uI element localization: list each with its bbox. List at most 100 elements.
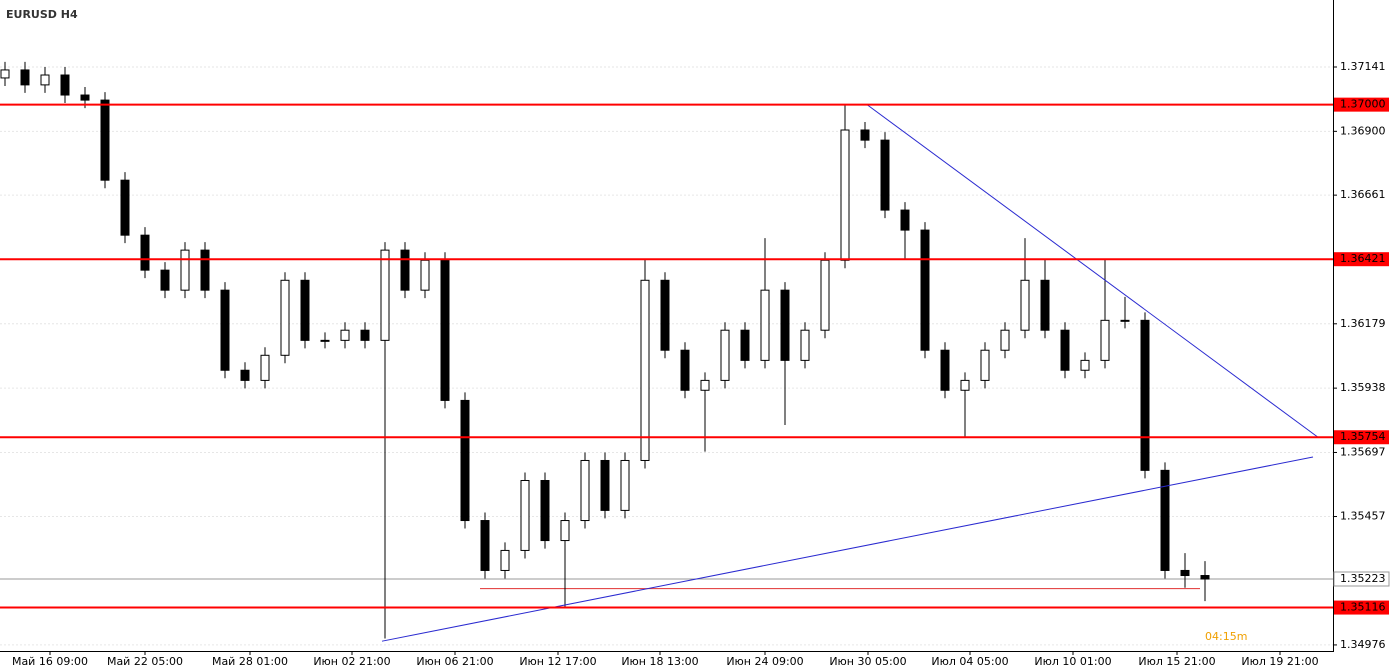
candle-body: [720, 329, 730, 381]
x-tick-label: Июл 15 21:00: [1138, 655, 1215, 668]
level-label: 1.35754: [1340, 430, 1386, 443]
current-price-label: 1.35223: [1340, 572, 1386, 585]
x-tick-label: Июл 04 05:00: [931, 655, 1008, 668]
candle-body: [660, 279, 670, 351]
candle-body: [620, 459, 630, 511]
candle-body: [20, 69, 30, 86]
candle-body: [80, 94, 90, 101]
candle-body: [480, 520, 490, 571]
candle-body: [380, 249, 390, 341]
candle-body: [680, 349, 690, 391]
x-tick-label: Июн 18 13:00: [621, 655, 698, 668]
x-tick-label: Июн 02 21:00: [313, 655, 390, 668]
candle-body: [260, 354, 270, 381]
candle-body: [60, 74, 70, 96]
x-tick-label: Июн 24 09:00: [726, 655, 803, 668]
y-tick-label: 1.37141: [1340, 60, 1386, 73]
trendline: [381, 456, 1314, 642]
level-label: 1.37000: [1340, 98, 1386, 111]
candle-body: [0, 69, 10, 79]
candle-body: [880, 139, 890, 211]
candle-body: [1040, 279, 1050, 331]
candle-body: [700, 379, 710, 391]
candle-body: [440, 259, 450, 401]
candle-body: [100, 99, 110, 181]
x-tick-label: Май 22 05:00: [107, 655, 183, 668]
candle-body: [300, 279, 310, 341]
level-label: 1.35116: [1340, 601, 1386, 614]
level-label: 1.36421: [1340, 252, 1386, 265]
candle-body: [560, 520, 570, 542]
level-label-box: [1334, 430, 1389, 445]
candle-body: [160, 269, 170, 291]
y-tick-label: 1.36179: [1340, 317, 1386, 330]
y-tick-label: 1.36900: [1340, 124, 1386, 137]
y-tick-label: 1.35457: [1340, 510, 1386, 523]
candle-body: [500, 549, 510, 571]
candle-body: [320, 339, 330, 342]
x-tick-label: Июл 19 21:00: [1241, 655, 1318, 668]
candle-body: [900, 209, 910, 231]
current-price-box: [1333, 571, 1390, 587]
candle-body: [520, 479, 530, 551]
candle-body: [980, 349, 990, 381]
x-tick-label: Июн 12 17:00: [519, 655, 596, 668]
candle-body: [960, 379, 970, 391]
candle-body: [1180, 569, 1190, 577]
candle-body: [180, 249, 190, 291]
x-tick-label: Июн 06 21:00: [416, 655, 493, 668]
candle-body: [860, 129, 870, 141]
y-tick-label: 1.35938: [1340, 381, 1386, 394]
candle-body: [820, 259, 830, 331]
candle-body: [1100, 319, 1110, 361]
candle-body: [420, 259, 430, 291]
candle-body: [120, 179, 130, 236]
candle-body: [460, 399, 470, 522]
trendline: [866, 104, 1319, 438]
candle-body: [1120, 319, 1130, 322]
candle-body: [360, 329, 370, 341]
candle-body: [940, 349, 950, 391]
candle-body: [1080, 359, 1090, 371]
candle-body: [280, 279, 290, 356]
candle-body: [600, 459, 610, 511]
candle-body: [640, 279, 650, 461]
candle-body: [200, 249, 210, 291]
candle-body: [1140, 319, 1150, 471]
axes: 1.37141 1.36900 1.36661 1.36179 1.35938 1.356…: [12, 60, 1390, 668]
level-label-box: [1334, 97, 1389, 112]
candle-body: [240, 369, 250, 381]
level-label-box: [1334, 252, 1389, 267]
candle-body: [800, 329, 810, 361]
candle-body: [740, 329, 750, 361]
chart-title: EURUSD H4: [6, 8, 78, 21]
y-tick-label: 1.36661: [1340, 188, 1386, 201]
candle-body: [780, 289, 790, 361]
candle-body: [1020, 279, 1030, 331]
y-tick-label: 1.35697: [1340, 445, 1386, 458]
candle-body: [40, 74, 50, 86]
candle-body: [540, 479, 550, 542]
plot: [0, 61, 1333, 642]
candle-body: [340, 329, 350, 341]
candle-body: [1160, 469, 1170, 571]
x-tick-label: Июл 10 01:00: [1034, 655, 1111, 668]
candle-body: [840, 129, 850, 261]
candle-body: [1000, 329, 1010, 351]
candle-body: [220, 289, 230, 371]
bar-timer: 04:15m: [1205, 630, 1247, 643]
x-tick-label: Май 28 01:00: [212, 655, 288, 668]
candle-body: [760, 289, 770, 361]
candle-body: [920, 229, 930, 351]
candle-body: [1200, 575, 1210, 580]
x-tick-label: Май 16 09:00: [12, 655, 88, 668]
candle-body: [1060, 329, 1070, 371]
candle-body: [580, 459, 590, 522]
candle-body: [400, 249, 410, 291]
x-tick-label: Июн 30 05:00: [829, 655, 906, 668]
y-tick-label: 1.34976: [1340, 638, 1386, 651]
level-label-box: [1334, 600, 1389, 615]
candle-body: [140, 234, 150, 271]
